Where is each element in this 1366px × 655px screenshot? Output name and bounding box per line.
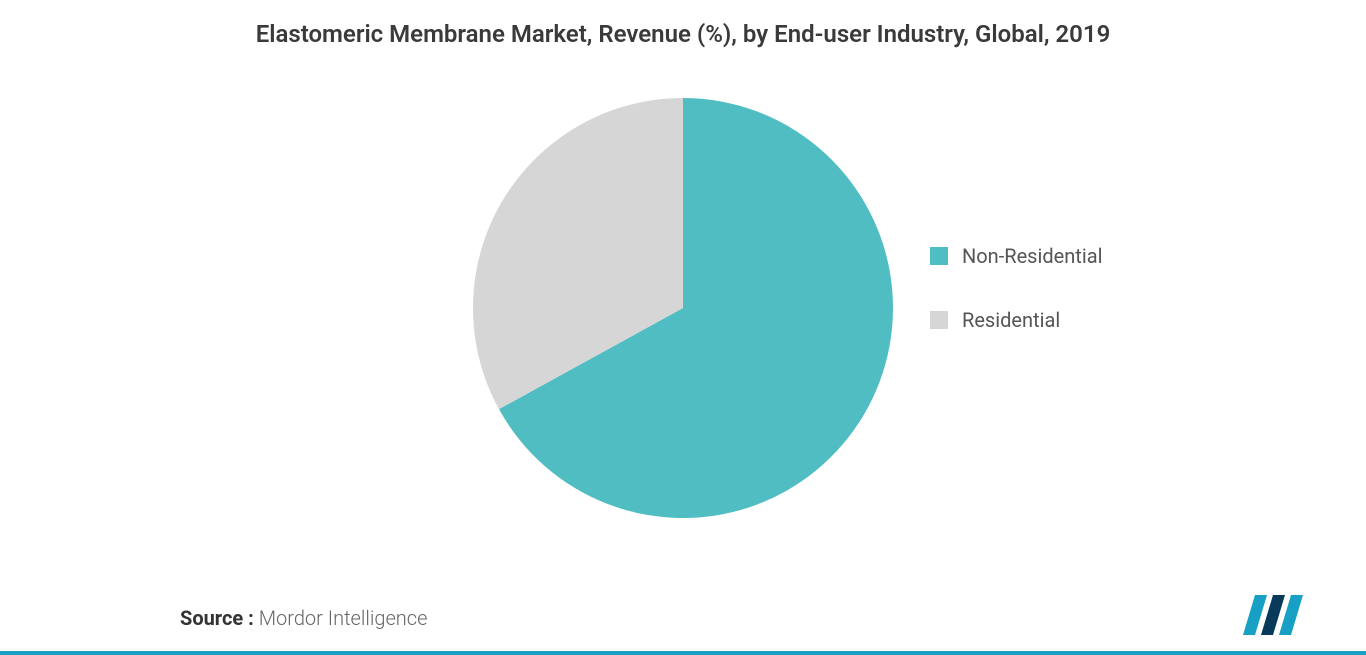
- legend-item-non-residential: Non-Residential: [930, 244, 1102, 268]
- chart-area: Non-Residential Residential: [0, 58, 1366, 558]
- source-label: Source :: [180, 606, 254, 630]
- pie-chart: [473, 98, 893, 518]
- legend-label: Non-Residential: [962, 244, 1102, 268]
- mordor-logo-icon: [1241, 590, 1311, 635]
- source-attribution: Source : Mordor Intelligence: [180, 606, 427, 630]
- legend-label: Residential: [962, 308, 1060, 332]
- legend-swatch: [930, 311, 948, 329]
- chart-title: Elastomeric Membrane Market, Revenue (%)…: [0, 0, 1366, 58]
- bottom-accent-border: [0, 651, 1366, 655]
- chart-legend: Non-Residential Residential: [930, 244, 1102, 372]
- legend-swatch: [930, 247, 948, 265]
- source-value: Mordor Intelligence: [259, 606, 428, 630]
- legend-item-residential: Residential: [930, 308, 1102, 332]
